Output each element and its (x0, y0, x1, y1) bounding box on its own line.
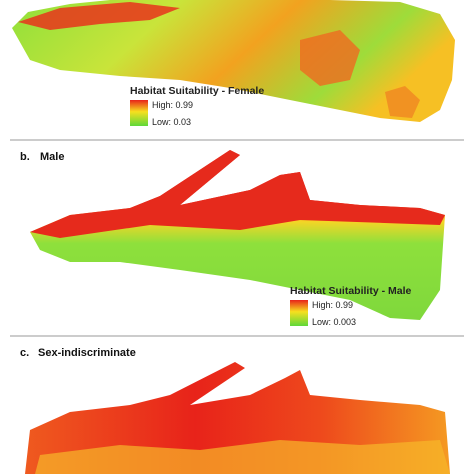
panel-male: b. Male Habitat Suitability - Male High:… (20, 150, 445, 327)
map-sex-lower (35, 440, 450, 474)
panel-letter: b. (20, 151, 30, 163)
legend-low: Low: 0.003 (312, 317, 356, 327)
legend-high: High: 0.99 (312, 300, 353, 310)
map-female-hotspot (300, 30, 360, 86)
panel-name: Sex-indiscriminate (38, 347, 136, 359)
legend-high: High: 0.99 (152, 100, 193, 110)
legend-low: Low: 0.03 (152, 117, 191, 127)
map-female-hotspot-2 (385, 86, 420, 118)
legend-ramp (130, 100, 148, 126)
panel-name: Male (40, 151, 64, 163)
map-female-red-band (18, 2, 180, 30)
map-female (12, 0, 455, 122)
map-male (30, 150, 445, 320)
panel-female: Habitat Suitability - Female High: 0.99 … (12, 0, 455, 127)
legend-ramp (290, 300, 308, 326)
legend-title: Habitat Suitability - Female (130, 85, 264, 97)
panel-sex-indiscriminate: c. Sex-indiscriminate (20, 347, 450, 474)
map-male-upper (30, 150, 445, 238)
panel-letter: c. (20, 347, 29, 359)
legend-title: Habitat Suitability - Male (290, 285, 412, 297)
